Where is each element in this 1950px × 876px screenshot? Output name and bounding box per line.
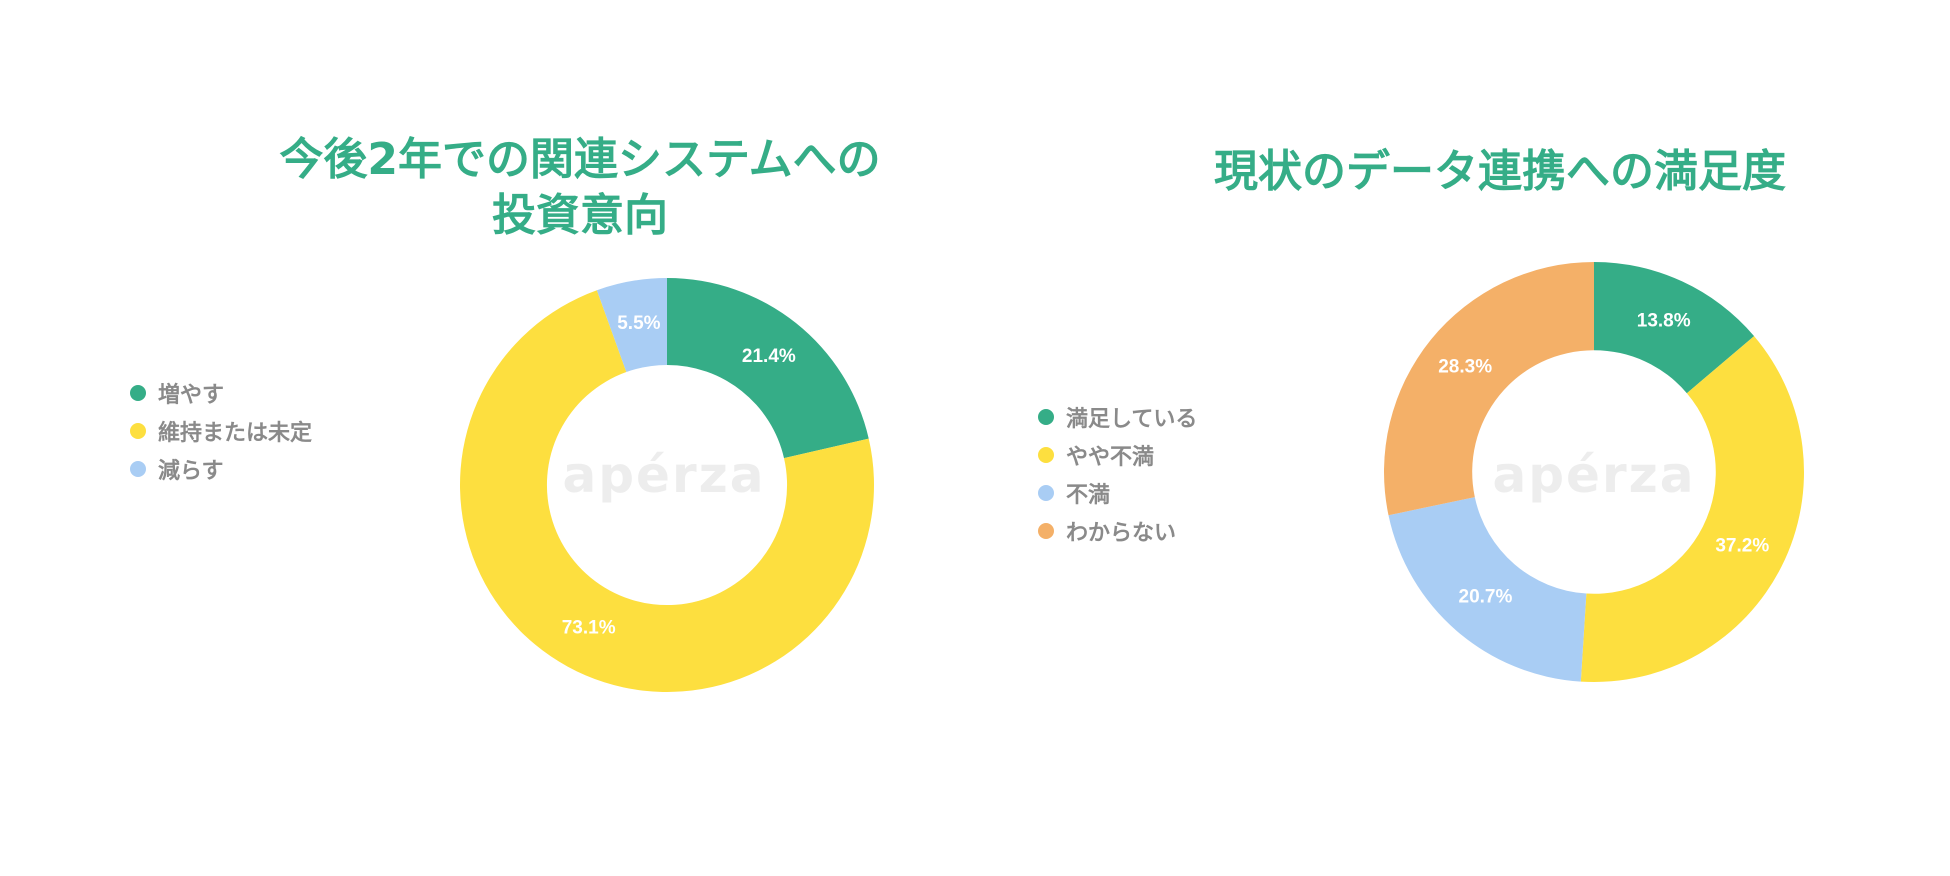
chart-title-line: 今後2年での関連システムへの [279, 134, 881, 185]
donut-slice [460, 290, 874, 692]
legend-dot-icon [1038, 523, 1054, 539]
legend-investment: 増やす 維持または未定 減らす [130, 374, 312, 488]
chart-title-satisfaction: 現状のデータ連携への満足度 [1100, 144, 1900, 200]
legend-item: 満足している [1038, 398, 1197, 436]
legend-dot-icon [130, 461, 146, 477]
donut-slice [1580, 336, 1804, 682]
chart-title-line: 投資意向 [492, 190, 668, 241]
legend-item: やや不満 [1038, 436, 1197, 474]
slice-data-label: 5.5% [617, 313, 660, 334]
legend-dot-icon [1038, 485, 1054, 501]
donut-slice [596, 278, 667, 373]
legend-dot-icon [130, 423, 146, 439]
donut-slice [667, 278, 869, 459]
slice-data-label: 20.7% [1459, 586, 1513, 607]
slice-data-label: 37.2% [1715, 535, 1769, 556]
legend-item: わからない [1038, 512, 1197, 550]
slice-data-label: 13.8% [1637, 310, 1691, 331]
legend-label: 不満 [1066, 483, 1111, 508]
legend-label: 満足している [1066, 407, 1198, 432]
watermark-logo: apérza [562, 446, 766, 504]
legend-label: 減らす [158, 459, 224, 484]
donut-slice [1388, 497, 1587, 682]
legend-item: 不満 [1038, 474, 1197, 512]
legend-satisfaction: 満足している やや不満 不満 わからない [1038, 398, 1197, 550]
chart-title-investment: 今後2年での関連システムへの 投資意向 [230, 132, 930, 244]
slice-data-label: 73.1% [562, 618, 616, 639]
legend-dot-icon [1038, 447, 1054, 463]
donut-chart-investment: 21.4% 73.1% 5.5% [460, 278, 874, 692]
watermark-logo: apérza [1492, 446, 1696, 504]
legend-label: やや不満 [1066, 445, 1155, 470]
legend-item: 維持または未定 [130, 412, 312, 450]
donut-chart-satisfaction: 13.8% 37.2% 20.7% 28.3% [1384, 262, 1804, 682]
slice-data-label: 28.3% [1438, 356, 1492, 377]
chart-title-line: 現状のデータ連携への満足度 [1214, 146, 1786, 197]
legend-label: 増やす [158, 383, 225, 408]
legend-dot-icon [1038, 409, 1054, 425]
donut-slice [1594, 262, 1755, 394]
legend-label: わからない [1066, 521, 1177, 546]
slice-data-label: 21.4% [742, 346, 796, 367]
legend-item: 減らす [130, 450, 312, 488]
legend-dot-icon [130, 385, 146, 401]
legend-label: 維持または未定 [158, 421, 313, 446]
legend-item: 増やす [130, 374, 312, 412]
donut-slice [1384, 262, 1594, 516]
